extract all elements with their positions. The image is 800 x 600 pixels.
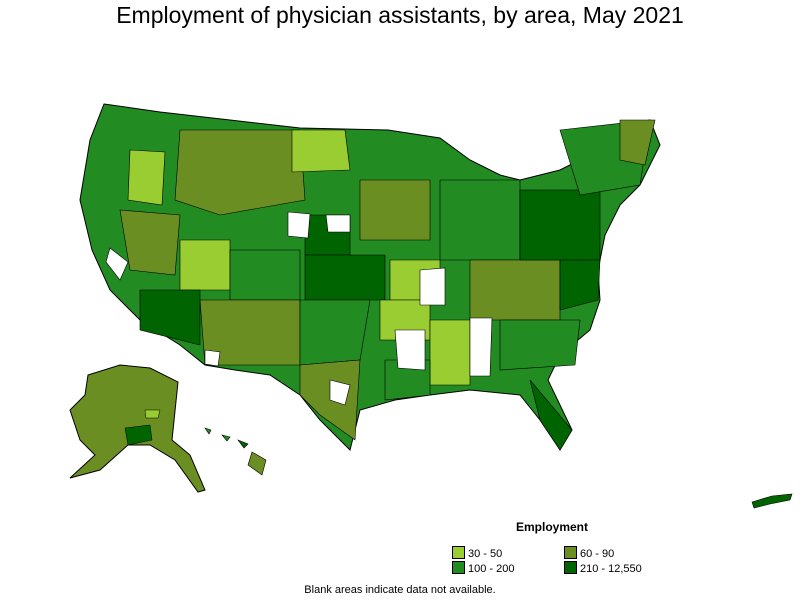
- footnote: Blank areas indicate data not available.: [304, 584, 496, 596]
- legend-label: 60 - 90: [580, 548, 615, 560]
- legend-label: 30 - 50: [468, 548, 503, 560]
- legend-item: 30 - 50: [452, 546, 502, 560]
- alaska-area: [144, 409, 161, 419]
- legend-label: 210 - 12,550: [580, 563, 642, 575]
- legend-title: Employment: [516, 520, 589, 534]
- legend-swatch: [452, 546, 465, 559]
- legend-swatch: [564, 546, 577, 559]
- no-data-areas: [105, 211, 493, 406]
- legend-item: 210 - 12,550: [564, 561, 642, 575]
- legend-swatch: [452, 561, 465, 574]
- hawaii: [204, 427, 267, 476]
- alaska-area: [124, 424, 153, 446]
- puerto-rico: [751, 493, 793, 509]
- legend-item: 60 - 90: [564, 546, 614, 560]
- region-fills: [119, 119, 656, 451]
- legend-swatch: [564, 561, 577, 574]
- legend-label: 100 - 200: [468, 563, 515, 575]
- legend: 30 - 50 60 - 90 100 - 200 210 - 12,550: [452, 546, 692, 576]
- map-title: Employment of physician assistants, by a…: [116, 2, 684, 28]
- legend-item: 100 - 200: [452, 561, 514, 575]
